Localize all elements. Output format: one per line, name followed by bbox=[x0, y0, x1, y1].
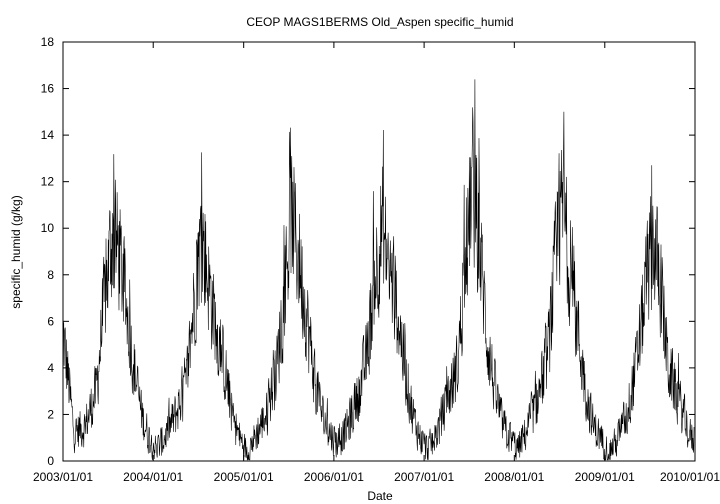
x-tick-label: 2007/01/01 bbox=[394, 470, 454, 484]
x-axis-label: Date bbox=[367, 489, 393, 503]
x-tick-label: 2006/01/01 bbox=[304, 470, 364, 484]
y-tick-label: 6 bbox=[47, 314, 54, 328]
x-tick-label: 2005/01/01 bbox=[214, 470, 274, 484]
y-tick-label: 8 bbox=[47, 268, 54, 282]
chart-title: CEOP MAGS1BERMS Old_Aspen specific_humid bbox=[246, 15, 513, 29]
x-axis: 2003/01/01 2004/01/01 2005/01/01 2006/01/01… bbox=[33, 42, 720, 484]
y-tick-label: 10 bbox=[41, 221, 55, 235]
series-line-specific-humid bbox=[62, 79, 695, 461]
x-tick-label: 2009/01/01 bbox=[575, 470, 635, 484]
x-tick-label: 2010/01/01 bbox=[660, 470, 720, 484]
x-tick-label: 2008/01/01 bbox=[484, 470, 544, 484]
y-tick-label: 18 bbox=[41, 35, 55, 49]
plot-frame bbox=[62, 41, 696, 462]
y-tick-label: 14 bbox=[41, 128, 55, 142]
y-tick-label: 12 bbox=[41, 175, 55, 189]
y-tick-label: 2 bbox=[47, 407, 54, 421]
y-tick-label: 4 bbox=[47, 361, 54, 375]
x-tick-label: 2003/01/01 bbox=[33, 470, 93, 484]
y-axis: 0 2 4 6 8 10 12 14 16 18 bbox=[41, 35, 695, 468]
y-tick-label: 16 bbox=[41, 82, 55, 96]
x-tick-label: 2004/01/01 bbox=[123, 470, 183, 484]
y-axis-label: specific_humid (g/kg) bbox=[9, 195, 23, 308]
y-tick-label: 0 bbox=[47, 454, 54, 468]
